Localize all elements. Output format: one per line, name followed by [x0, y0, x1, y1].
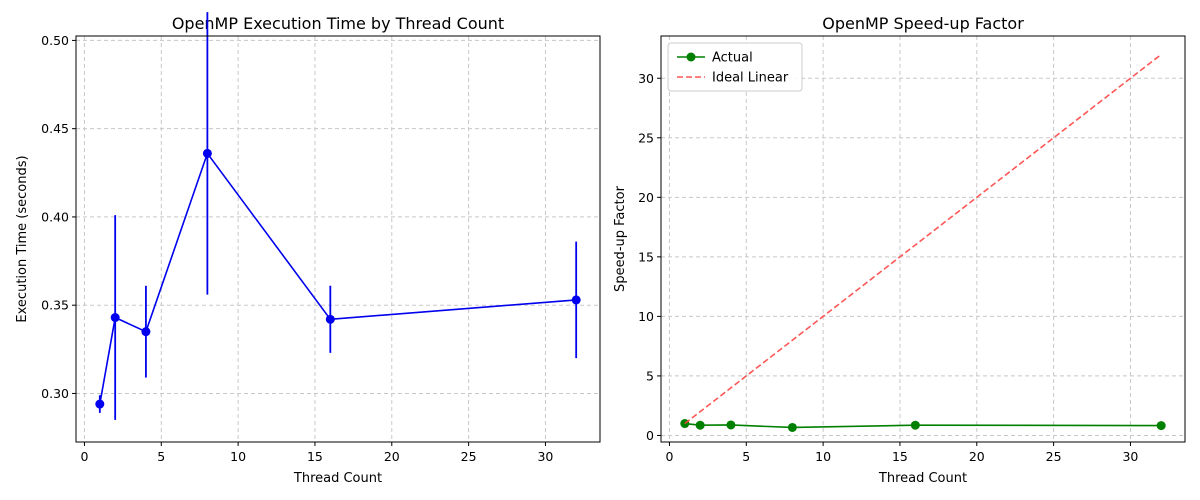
data-point	[695, 420, 705, 430]
x-tick-label: 15	[307, 449, 323, 464]
y-tick-label: 25	[638, 130, 654, 145]
y-tick-label: 0.45	[41, 121, 69, 136]
y-tick-label: 15	[638, 249, 654, 264]
data-point	[202, 148, 212, 158]
data-point	[110, 313, 120, 323]
x-tick-label: 25	[1046, 449, 1062, 464]
x-axis-label: Thread Count	[293, 471, 382, 486]
x-tick-label: 30	[1122, 449, 1138, 464]
data-point	[571, 295, 581, 305]
x-tick-label: 0	[80, 449, 88, 464]
data-point	[141, 327, 151, 337]
x-tick-label: 0	[665, 449, 673, 464]
actual-line	[684, 422, 1162, 429]
speedup-chart: OpenMP Speed-up Factor 0 5 10 15 20 25 30 0 5 10 1…	[613, 14, 1186, 486]
y-tick-label: 0.35	[41, 298, 69, 313]
x-tick-label: 20	[969, 449, 985, 464]
data-point	[787, 422, 797, 432]
plot-frame	[75, 35, 601, 443]
data-point	[1156, 421, 1166, 431]
chart-title: OpenMP Speed-up Factor	[822, 14, 1024, 33]
data-point	[726, 420, 736, 430]
y-tick-label: 30	[638, 71, 654, 86]
data-point	[325, 314, 335, 324]
y-axis-label: Speed-up Factor	[613, 185, 628, 292]
x-tick-label: 10	[230, 449, 246, 464]
x-tick-label: 15	[892, 449, 908, 464]
chart-title: OpenMP Execution Time by Thread Count	[172, 14, 504, 33]
legend-marker	[686, 52, 696, 62]
y-tick-label: 0.40	[41, 209, 69, 224]
legend-label: Ideal Linear	[712, 71, 789, 86]
y-tick-label: 0.30	[41, 386, 69, 401]
x-tick-label: 20	[384, 449, 400, 464]
y-tick-label: 0.50	[41, 33, 69, 48]
ideal-linear-line	[684, 53, 1162, 425]
x-tick-label: 5	[742, 449, 750, 464]
y-tick-label: 5	[646, 368, 654, 383]
x-tick-label: 25	[461, 449, 477, 464]
x-tick-label: 5	[157, 449, 165, 464]
x-tick-label: 30	[537, 449, 553, 464]
data-point	[95, 399, 105, 409]
legend-label: Actual	[712, 51, 753, 66]
x-tick-label: 10	[815, 449, 831, 464]
y-tick-label: 20	[638, 190, 654, 205]
plot-frame	[660, 35, 1186, 443]
series-line	[99, 151, 577, 405]
legend-box	[667, 42, 803, 92]
x-axis-label: Thread Count	[878, 471, 967, 486]
data-point	[910, 420, 920, 430]
y-tick-label: 0	[646, 428, 654, 443]
y-axis-label: Execution Time (seconds)	[15, 155, 30, 322]
legend: Actual Ideal Linear	[667, 42, 803, 92]
execution-time-chart: OpenMP Execution Time by Thread Count 0 5…	[15, 12, 601, 486]
y-tick-label: 10	[638, 309, 654, 324]
